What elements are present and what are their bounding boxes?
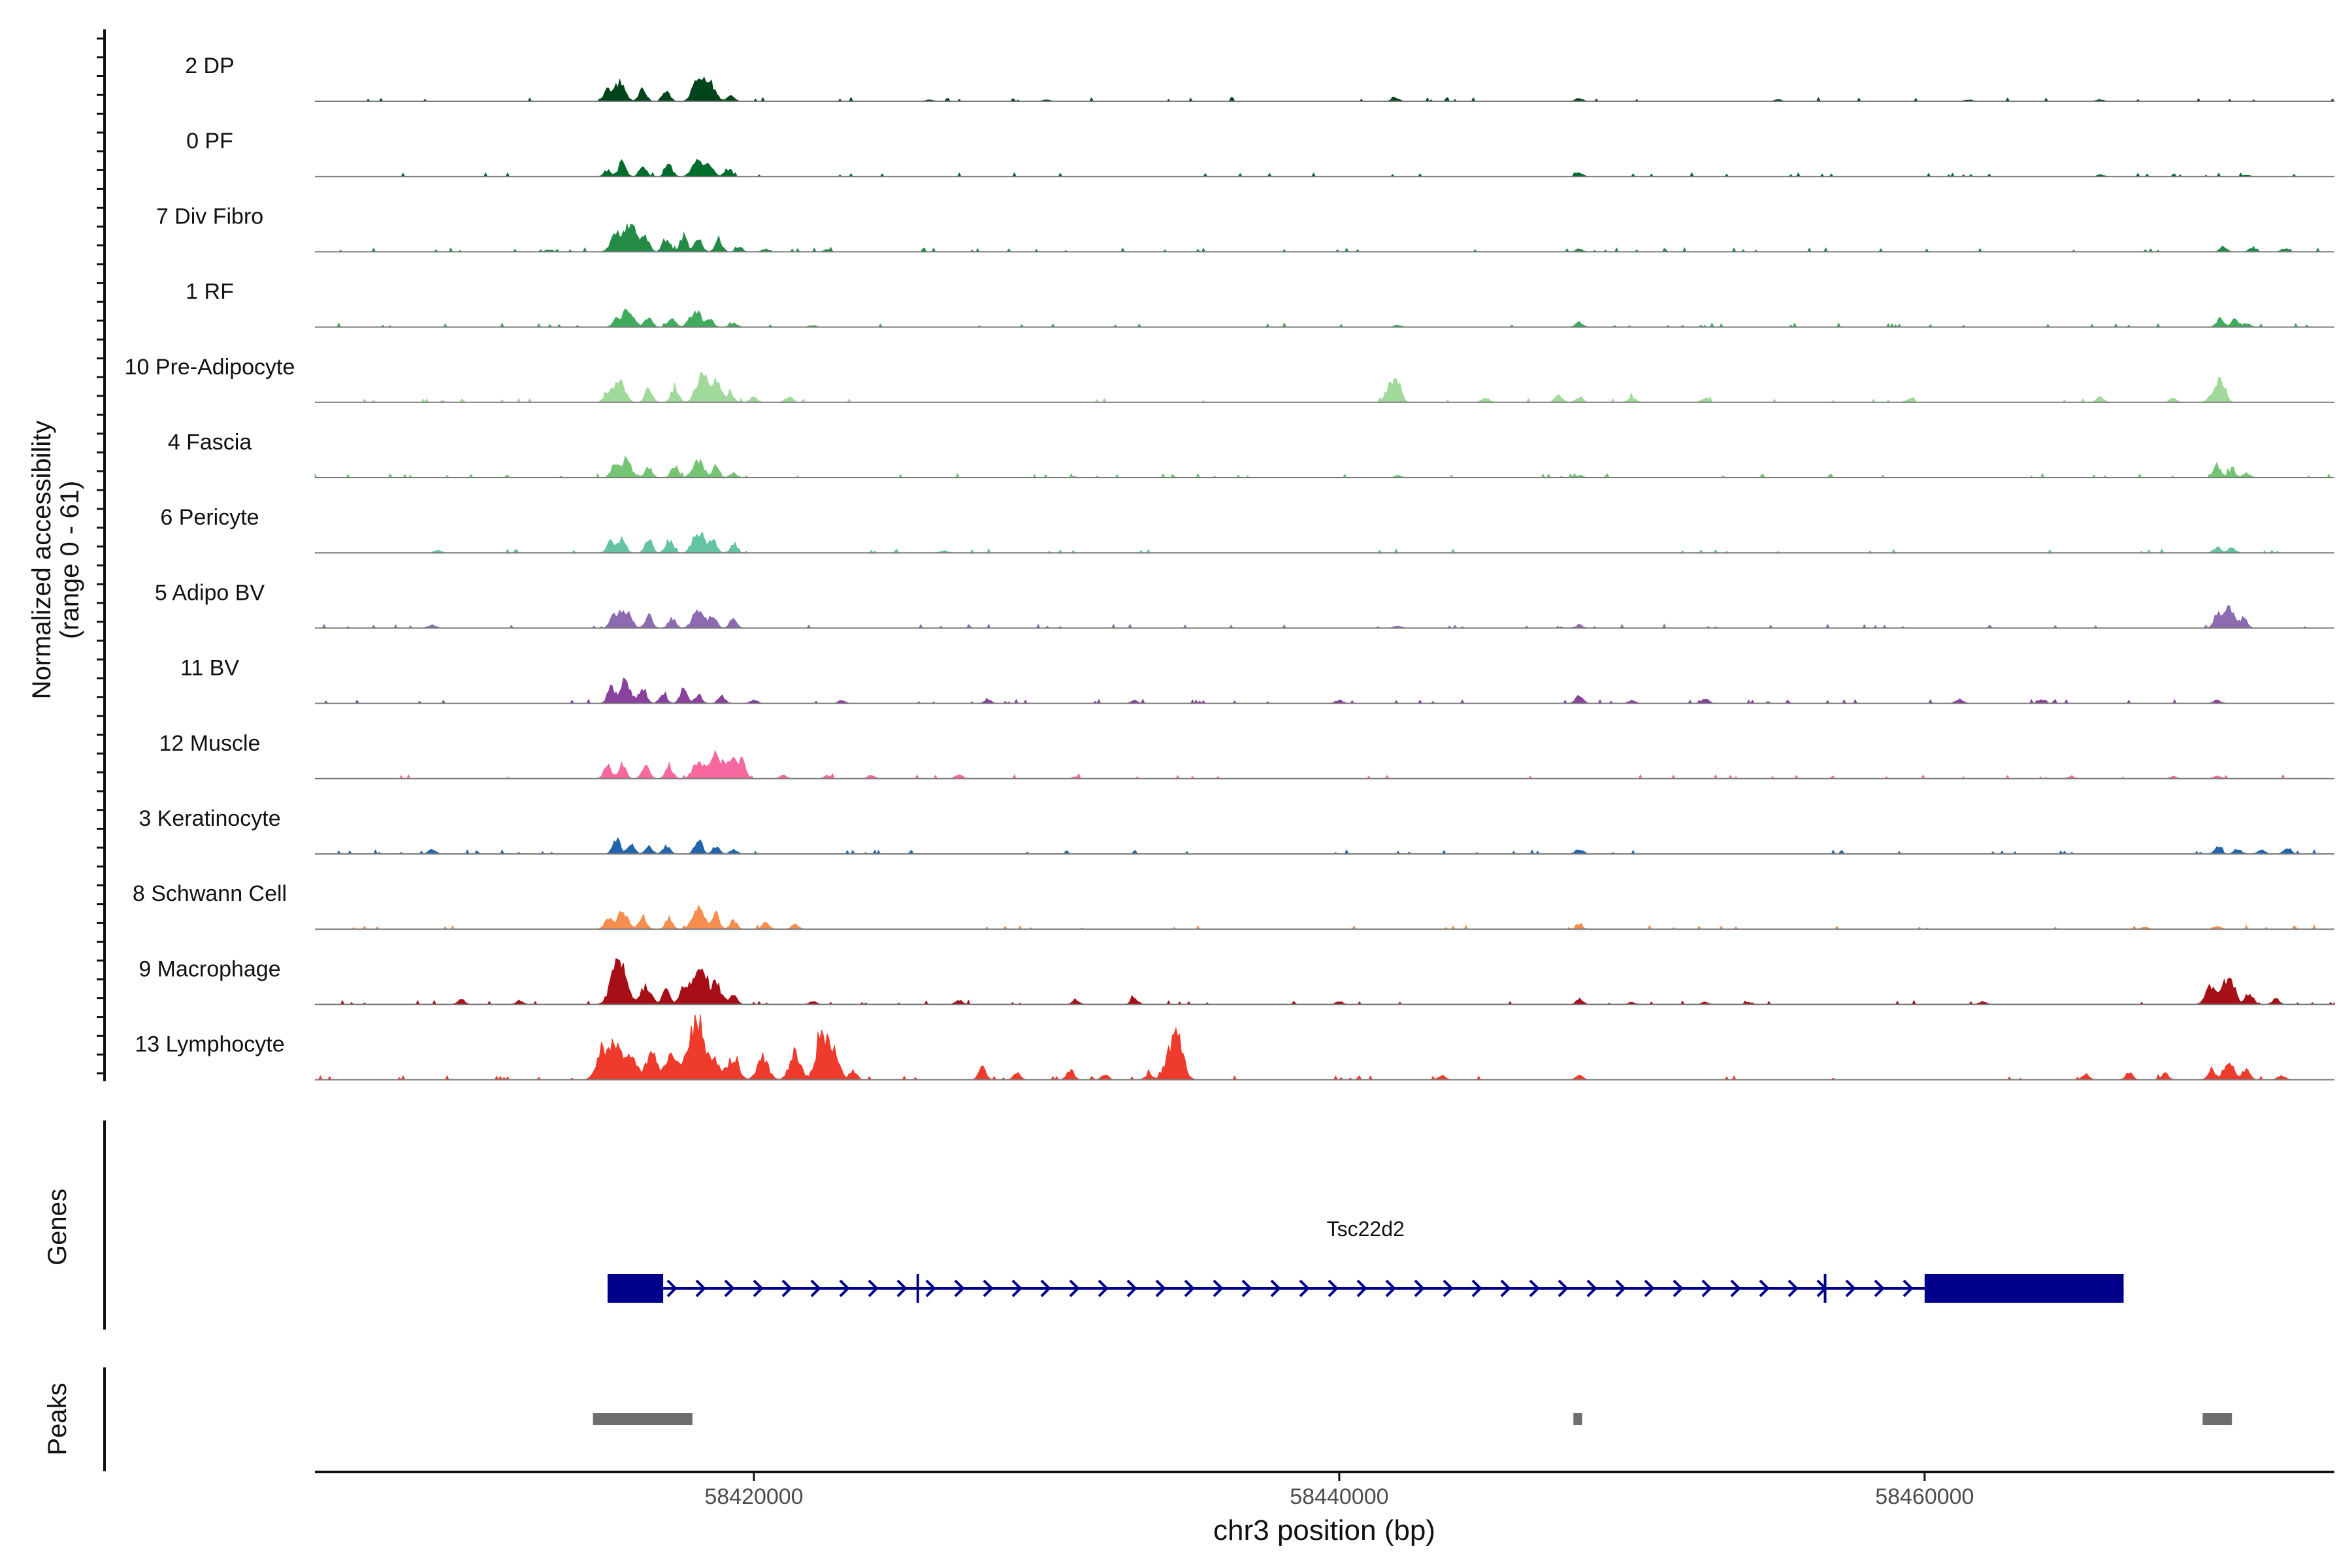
strand-chevron (1011, 1279, 1022, 1298)
track-label: 7 Div Fibro (156, 204, 263, 229)
peak-region (593, 1413, 693, 1425)
y-axis-range-label: (range 0 - 61) (56, 481, 84, 639)
strand-chevron (1558, 1279, 1569, 1298)
strand-chevron (1529, 1279, 1540, 1298)
track-7-div-fibro: 7 Div Fibro (156, 204, 2334, 253)
x-tick-label: 58420000 (704, 1484, 803, 1509)
peaks-panel: Peaks (43, 1367, 2232, 1471)
strand-chevron (1069, 1279, 1080, 1298)
strand-chevron (1730, 1279, 1741, 1298)
track-label: 2 DP (185, 54, 235, 78)
track-5-adipo-bv: 5 Adipo BV (155, 580, 2334, 629)
x-ticks: 58420000 58440000 58460000 (704, 1472, 1974, 1509)
strand-chevron (1098, 1279, 1109, 1298)
coverage-tracks: 2 DP 0 PF 7 Div Fibro 1 RF 10 Pre-Adipocyte 4… (125, 54, 2336, 1081)
strand-chevron (724, 1279, 735, 1298)
track-label: 9 Macrophage (139, 956, 280, 981)
strand-chevron (1586, 1279, 1597, 1298)
strand-chevron (1213, 1279, 1224, 1298)
y-axis-title: Normalized accessibility (range 0 - 61) (27, 421, 84, 700)
strand-chevron (1788, 1279, 1799, 1298)
strand-chevron (1903, 1279, 1914, 1298)
strand-chevron (1155, 1279, 1166, 1298)
peaks-track-label: Peaks (43, 1382, 72, 1455)
track-3-keratinocyte: 3 Keratinocyte (139, 806, 2334, 855)
track-label: 12 Muscle (159, 731, 261, 756)
strand-chevron (1500, 1279, 1511, 1298)
track-2-dp: 2 DP (185, 54, 2336, 102)
strand-chevron (695, 1279, 706, 1298)
strand-chevron (1759, 1279, 1770, 1298)
strand-chevron (1615, 1279, 1626, 1298)
track-label: 3 Keratinocyte (139, 806, 280, 831)
genes-panel: Genes Tsc22d2 (43, 1120, 2124, 1330)
track-label: 1 RF (186, 280, 234, 304)
track-4-fascia: 4 Fascia (168, 430, 2334, 478)
gene-model (607, 1274, 2124, 1303)
strand-chevron (1299, 1279, 1310, 1298)
peak-region (2202, 1413, 2232, 1425)
strand-chevron (1385, 1279, 1396, 1298)
track-label: 8 Schwann Cell (133, 881, 287, 906)
track-8-schwann-cell: 8 Schwann Cell (133, 881, 2334, 930)
strand-chevron (1673, 1279, 1684, 1298)
peak-region (1573, 1413, 1582, 1425)
strand-chevron (925, 1279, 936, 1298)
x-axis-title: chr3 position (bp) (1213, 1514, 1435, 1546)
y-axis-label: Normalized accessibility (27, 421, 56, 700)
strand-chevron (1471, 1279, 1482, 1298)
strand-chevron (896, 1279, 907, 1298)
strand-chevron (983, 1279, 994, 1298)
strand-chevron (954, 1279, 965, 1298)
track-11-bv: 11 BV (180, 656, 2334, 704)
track-12-muscle: 12 Muscle (159, 731, 2334, 779)
track-0-pf: 0 PF (186, 129, 2334, 178)
track-label: 5 Adipo BV (155, 580, 265, 605)
track-1-rf: 1 RF (186, 280, 2334, 328)
strand-chevron (839, 1279, 850, 1298)
track-label: 13 Lymphocyte (135, 1032, 284, 1057)
x-tick-label: 58460000 (1875, 1484, 1974, 1509)
strand-chevron (666, 1279, 678, 1298)
strand-chevron (1644, 1279, 1655, 1298)
x-tick-label: 58440000 (1290, 1484, 1388, 1509)
strand-chevron (1874, 1279, 1885, 1298)
x-axis: 58420000 58440000 58460000 chr3 position (… (315, 1471, 2334, 1546)
strand-chevron (1414, 1279, 1425, 1298)
strand-chevron (1184, 1279, 1195, 1298)
strand-chevron (1126, 1279, 1137, 1298)
coverage-axis (97, 29, 106, 1081)
gene-exon (1924, 1274, 2124, 1303)
strand-chevron (1701, 1279, 1712, 1298)
track-10-pre-adipocyte: 10 Pre-Adipocyte (125, 355, 2334, 403)
gene-exon (607, 1274, 664, 1303)
strand-chevron (810, 1279, 821, 1298)
track-9-macrophage: 9 Macrophage (139, 956, 2335, 1005)
track-label: 4 Fascia (168, 430, 252, 455)
strand-chevron (1270, 1279, 1281, 1298)
track-6-pericyte: 6 Pericyte (160, 505, 2334, 554)
genes-track-label: Genes (43, 1188, 72, 1266)
track-label: 11 BV (180, 656, 239, 681)
gene-name-label: Tsc22d2 (1327, 1217, 1405, 1241)
strand-chevron (1356, 1279, 1367, 1298)
track-label: 0 PF (186, 129, 233, 154)
strand-chevron (781, 1279, 792, 1298)
strand-chevron (1241, 1279, 1252, 1298)
track-13-lymphocyte: 13 Lymphocyte (135, 1014, 2334, 1081)
strand-chevron (1443, 1279, 1454, 1298)
strand-chevron (1040, 1279, 1051, 1298)
strand-chevron (753, 1279, 764, 1298)
track-label: 6 Pericyte (160, 505, 259, 530)
strand-chevron (1845, 1279, 1856, 1298)
strand-chevron (1328, 1279, 1339, 1298)
strand-chevron (868, 1279, 879, 1298)
track-label: 10 Pre-Adipocyte (125, 355, 295, 380)
peak-regions (593, 1413, 2232, 1425)
